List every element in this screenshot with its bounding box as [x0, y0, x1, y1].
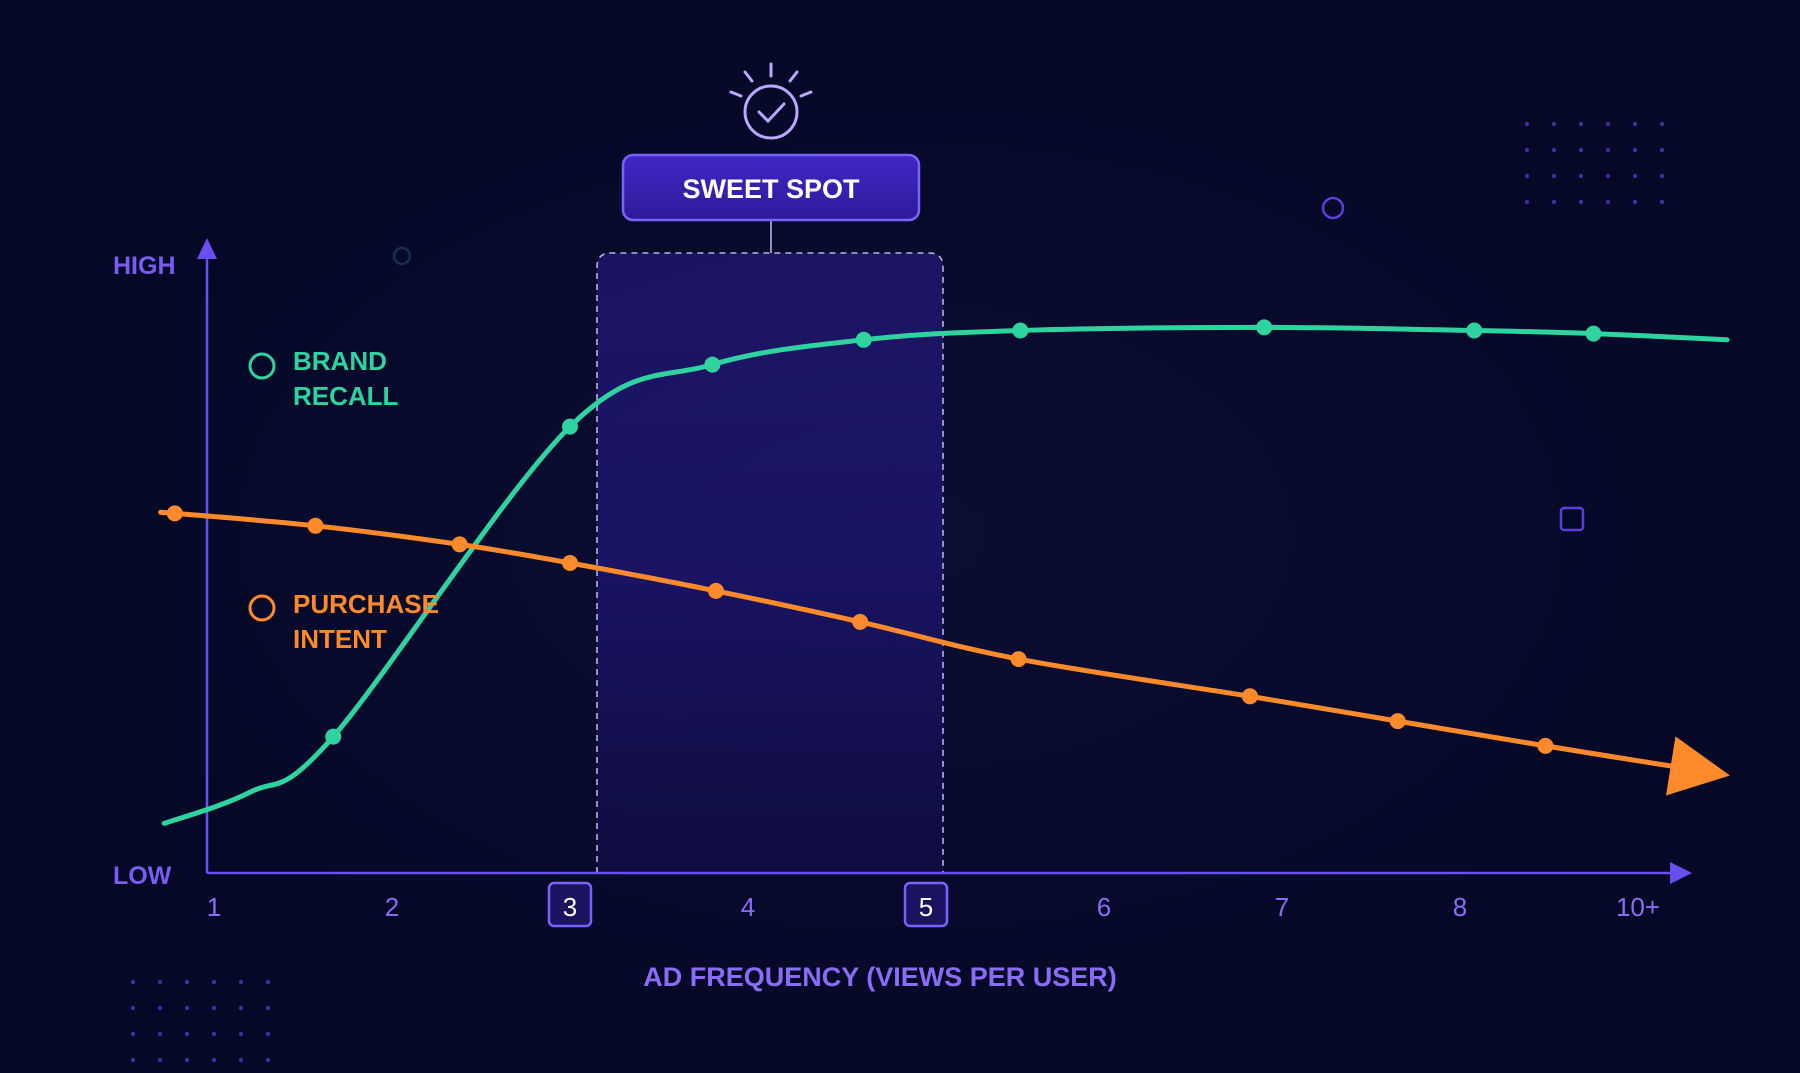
brand-recall-point — [562, 418, 578, 435]
purchase-intent-point — [852, 613, 869, 630]
legend-purchase-intent-marker — [248, 594, 276, 622]
brand-recall-point — [1466, 322, 1483, 339]
y-axis-arrow — [197, 238, 217, 259]
brand-recall-point — [325, 728, 342, 745]
x-axis-arrow — [1670, 862, 1692, 884]
x-tick-highlight-box — [547, 881, 593, 928]
x-tick-label: 1 — [207, 892, 221, 922]
purchase-intent-point — [166, 505, 183, 522]
brand-recall-point — [1585, 325, 1602, 342]
decor-circle-faint — [392, 246, 412, 266]
x-tick-label: 5 — [919, 892, 933, 922]
legend-brand-recall-line2: RECALL — [293, 381, 399, 411]
sweet-spot-label: SWEET SPOT — [682, 174, 860, 204]
purchase-intent-point — [451, 536, 468, 553]
lightbulb-check-icon — [729, 62, 813, 140]
legend-purchase-intent-line2: INTENT — [293, 624, 387, 654]
brand-recall-point — [855, 331, 872, 348]
x-tick-label: 4 — [741, 892, 755, 922]
purchase-intent-line — [158, 509, 1730, 796]
legend-purchase-intent: PURCHASE INTENT — [248, 589, 439, 654]
brand-recall-points — [325, 319, 1602, 745]
legend-brand-recall-marker — [248, 352, 276, 380]
x-tick-label: 10+ — [1616, 892, 1660, 922]
x-tick-label: 2 — [385, 892, 399, 922]
purchase-intent-point — [1537, 737, 1554, 754]
purchase-intent-point — [307, 517, 324, 534]
purchase-intent-point — [707, 582, 724, 599]
purchase-intent-point — [562, 555, 578, 571]
brand-recall-point — [704, 356, 721, 373]
decor-square — [1559, 506, 1585, 532]
y-axis-high-label: HIGH — [113, 252, 176, 280]
y-axis-low-label: LOW — [113, 862, 172, 890]
x-tick-label: 8 — [1453, 892, 1467, 922]
legend-brand-recall-line1: BRAND — [293, 346, 387, 376]
decor-circle — [1321, 196, 1345, 220]
purchase-intent-point — [1389, 713, 1406, 730]
purchase-intent-points — [166, 505, 1554, 754]
x-tick-highlight-box — [903, 881, 949, 928]
decor-dot-grid-bottom-left — [130, 979, 271, 1063]
x-tick-label: 3 — [563, 892, 577, 922]
x-tick-labels: 1 2 3 4 5 6 7 8 10+ — [207, 881, 1660, 928]
sweet-spot-band — [596, 252, 944, 873]
purchase-intent-point — [1010, 651, 1027, 668]
x-tick-label: 7 — [1275, 892, 1289, 922]
sweet-spot-badge — [621, 153, 921, 222]
purchase-intent-point — [1241, 688, 1258, 705]
brand-recall-point — [1256, 319, 1273, 336]
legend-purchase-intent-line1: PURCHASE — [293, 589, 439, 619]
x-axis-title: AD FREQUENCY (VIEWS PER USER) — [643, 962, 1117, 992]
x-tick-label: 6 — [1097, 892, 1111, 922]
brand-recall-line — [161, 324, 1730, 826]
legend-brand-recall: BRAND RECALL — [248, 346, 399, 411]
decor-dot-grid-top-right — [1524, 121, 1665, 205]
brand-recall-point — [1012, 322, 1029, 339]
